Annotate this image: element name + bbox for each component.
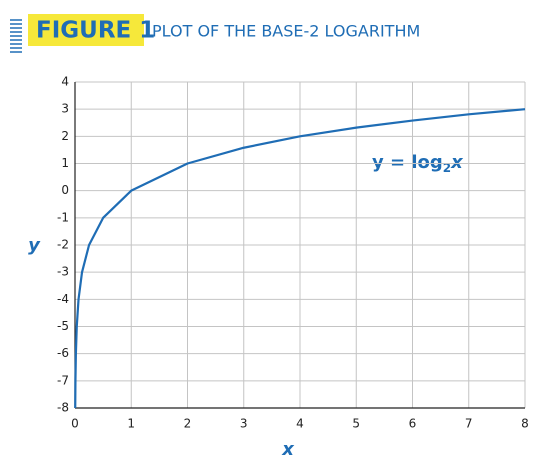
x-tick-label: 7 — [465, 417, 473, 431]
x-tick-label: 4 — [296, 417, 304, 431]
annotation: y = log2x — [372, 152, 464, 175]
y-tick-label: 1 — [61, 156, 69, 170]
x-tick-label: 3 — [240, 417, 248, 431]
y-tick-label: 0 — [61, 183, 69, 197]
chart-title: PLOT OF THE BASE-2 LOGARITHM — [152, 22, 420, 41]
y-tick-label: -1 — [57, 210, 69, 224]
x-tick-label: 1 — [127, 417, 135, 431]
y-tick-label: -4 — [57, 292, 69, 306]
x-tick-label: 8 — [521, 417, 529, 431]
y-axis-label: y — [28, 235, 41, 256]
annotation-text: y = log — [372, 152, 443, 173]
annotation-subscript: 2 — [443, 161, 451, 175]
y-tick-label: 4 — [61, 75, 69, 89]
y-tick-label: -6 — [57, 346, 69, 360]
figure-label: FIGURE 1 — [36, 18, 155, 44]
y-tick-label: 2 — [61, 129, 69, 143]
y-tick-label: -5 — [57, 319, 69, 333]
x-tick-label: 6 — [409, 417, 417, 431]
data-line — [74, 108, 526, 409]
y-tick-label: -7 — [57, 373, 69, 387]
annotation-variable: x — [450, 152, 464, 173]
x-tick-label: 0 — [71, 417, 79, 431]
x-axis-label: x — [281, 439, 295, 460]
y-tick-label: -3 — [57, 265, 69, 279]
y-tick-label: -2 — [57, 238, 69, 252]
y-tick-label: 3 — [61, 102, 69, 116]
x-tick-label: 2 — [184, 417, 192, 431]
decor-stripes — [10, 19, 22, 53]
y-tick-label: -8 — [57, 401, 69, 415]
x-tick-label: 5 — [352, 417, 360, 431]
figure-label-box — [28, 14, 144, 46]
